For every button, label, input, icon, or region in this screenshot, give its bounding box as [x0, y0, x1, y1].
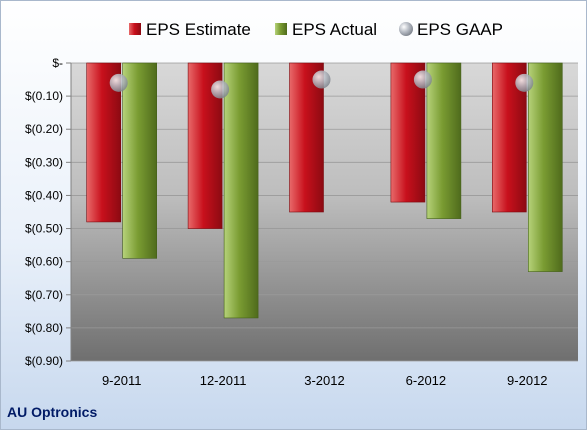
x-tick-label: 9-2011 — [102, 373, 142, 388]
x-tick-label: 3-2012 — [304, 373, 344, 388]
y-tick-label: $(0.50) — [25, 222, 63, 236]
y-tick-label: $(0.80) — [25, 321, 63, 335]
x-tick-label: 6-2012 — [406, 373, 446, 388]
y-tick-label: $(0.30) — [25, 155, 63, 169]
marker-eps-gaap — [515, 73, 534, 92]
marker-eps-gaap — [413, 70, 432, 89]
gaap-markers — [109, 70, 534, 99]
y-tick-label: $(0.20) — [25, 122, 63, 136]
bar-eps-actual — [223, 62, 259, 319]
bar-eps-actual — [122, 62, 157, 259]
legend: EPS Estimate EPS Actual EPS GAAP — [129, 20, 503, 39]
legend-swatch — [399, 22, 413, 36]
bar-eps-estimate — [289, 62, 324, 213]
legend-swatch — [129, 23, 141, 35]
y-axis: $- $(0.10) $(0.20) $(0.30) $(0.40) $(0.50) $(0… — [25, 56, 72, 368]
y-tick-label: $(0.10) — [25, 89, 63, 103]
legend-label: EPS GAAP — [417, 20, 503, 39]
x-axis: 9-2011 12-2011 3-2012 6-2012 9-2012 — [102, 373, 548, 388]
y-tick-label: $(0.60) — [25, 255, 63, 269]
y-tick-label: $- — [52, 56, 63, 70]
bar-eps-actual — [426, 62, 462, 219]
bars — [86, 62, 563, 319]
marker-eps-gaap — [109, 73, 128, 92]
x-tick-label: 12-2011 — [200, 373, 247, 388]
marker-eps-gaap — [312, 70, 331, 89]
y-tick-label: $(0.90) — [25, 354, 63, 368]
marker-eps-gaap — [211, 80, 230, 99]
legend-label: EPS Estimate — [146, 20, 251, 39]
legend-label: EPS Actual — [292, 20, 377, 39]
bar-eps-actual — [527, 62, 563, 272]
y-tick-label: $(0.70) — [25, 288, 63, 302]
legend-swatch — [275, 23, 287, 35]
company-label: AU Optronics — [7, 404, 97, 420]
x-tick-label: 9-2012 — [507, 373, 547, 388]
y-tick-label: $(0.40) — [25, 188, 63, 202]
